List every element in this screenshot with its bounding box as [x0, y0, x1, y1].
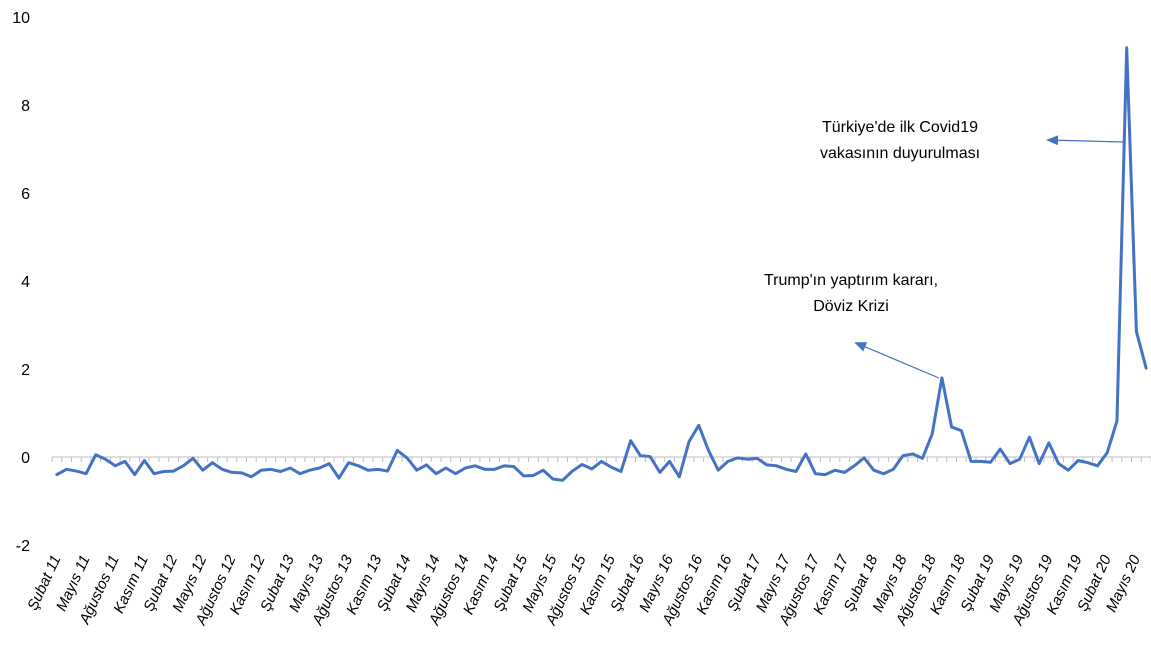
annotation-covid-arrow — [1046, 135, 1125, 146]
y-axis: -2 0 2 4 6 8 10 — [12, 10, 30, 555]
annotation-trump-arrow — [854, 342, 940, 379]
series-group — [55, 46, 1148, 482]
y-tick-label: 0 — [21, 450, 30, 467]
y-tick-label: -2 — [16, 538, 30, 555]
y-tick-label: 6 — [21, 186, 30, 203]
y-tick-label: 10 — [12, 10, 30, 27]
annotation-trump-line-1: Trump'ın yaptırım kararı, — [764, 272, 938, 289]
y-tick-label: 8 — [21, 98, 30, 115]
annotation-covid-line-2: vakasının duyurulması — [820, 145, 980, 162]
annotation-covid-line-1: Türkiye'de ilk Covid19 — [822, 119, 978, 136]
y-tick-label: 2 — [21, 362, 30, 379]
y-tick-label: 4 — [21, 274, 30, 291]
annotation-trump-line-2: Döviz Krizi — [813, 298, 889, 315]
annotations: Türkiye'de ilk Covid19 vakasının duyurul… — [764, 119, 1125, 379]
series-line — [55, 46, 1148, 482]
